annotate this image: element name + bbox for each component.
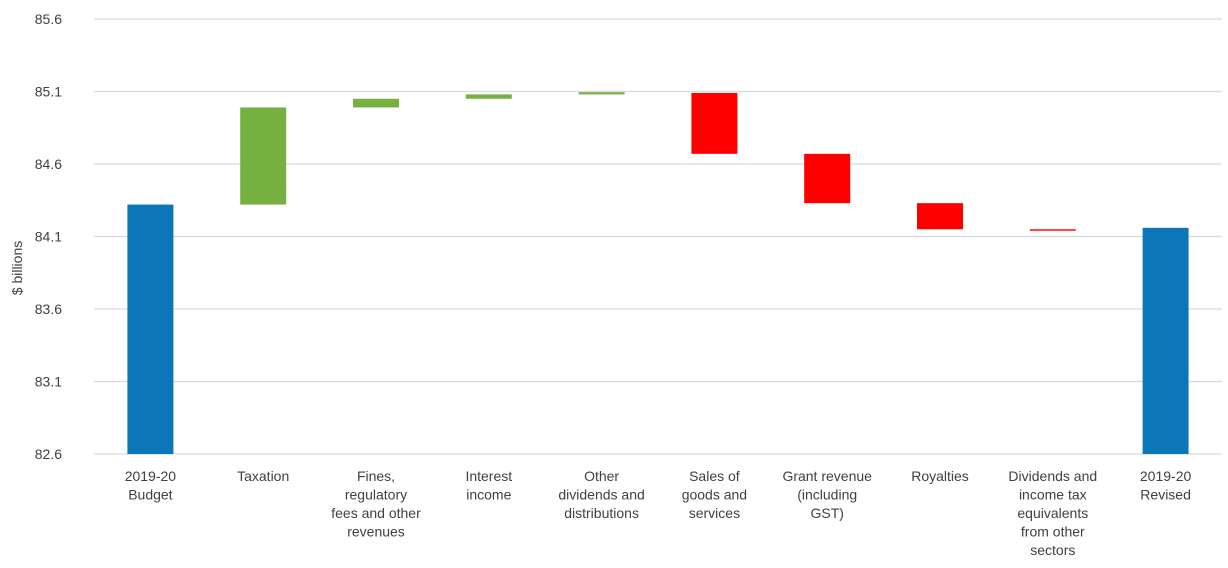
x-category-label-line: Sales of (689, 468, 740, 484)
bar-increase (240, 107, 287, 205)
x-category-label-line: 2019-20 (1140, 468, 1192, 484)
x-category-label-line: Taxation (237, 468, 289, 484)
y-tick-label: 85.1 (35, 84, 62, 100)
bar-total (1142, 227, 1189, 454)
x-category-label: Sales of goods and services (682, 468, 747, 521)
x-category-label-line: from other (1021, 524, 1085, 540)
x-category-label-line: income (466, 487, 511, 503)
x-category-label-line: 2019-20 (125, 468, 177, 484)
bar-increase (578, 92, 625, 95)
gridlines (94, 18, 1222, 455)
x-category-label-line: equivalents (1017, 505, 1088, 521)
x-category-label-line: fees and other (331, 505, 421, 521)
y-tick-label: 82.6 (35, 446, 62, 462)
y-tick-label: 84.1 (35, 229, 62, 245)
x-category-label-line: income tax (1019, 487, 1087, 503)
x-category-label-line: services (689, 505, 740, 521)
x-category-label-line: regulatory (345, 487, 407, 503)
y-axis-label: $ billions (9, 241, 25, 295)
bar-decrease (917, 203, 963, 230)
y-axis-ticks: 82.6 83.1 83.6 84.1 84.6 85.1 85.6 (35, 11, 62, 462)
x-category-label-line: sectors (1030, 542, 1075, 558)
x-category-label-line: Grant revenue (782, 468, 872, 484)
x-category-label-line: dividends and (558, 487, 644, 503)
x-category-label-line: (including (797, 487, 857, 503)
x-category-label-line: Revised (1140, 487, 1191, 503)
x-category-label: Royalties (911, 468, 969, 484)
x-category-label: 2019-20 Budget (125, 468, 177, 503)
bars (127, 92, 1189, 454)
y-tick-label: 85.6 (35, 11, 62, 27)
x-category-label-line: distributions (564, 505, 639, 521)
bar-decrease (691, 92, 738, 154)
bar-decrease (1029, 229, 1076, 231)
x-category-label: Other dividends and distributions (558, 468, 644, 521)
x-category-label-line: GST) (810, 505, 843, 521)
x-category-label-line: Budget (128, 487, 172, 503)
y-tick-label: 84.6 (35, 156, 62, 172)
x-category-label-line: Interest (465, 468, 512, 484)
x-category-label-line: Fines, (357, 468, 395, 484)
y-tick-label: 83.6 (35, 301, 62, 317)
x-category-label-line: Dividends and (1008, 468, 1097, 484)
x-category-label: Interest income (465, 468, 512, 503)
y-tick-label: 83.1 (35, 374, 62, 390)
x-category-label-line: Other (584, 468, 619, 484)
x-category-label-line: revenues (347, 524, 405, 540)
x-category-label-line: Royalties (911, 468, 969, 484)
bar-increase (353, 98, 399, 108)
x-category-label: Grant revenue (including GST) (782, 468, 872, 521)
x-category-label: Dividends and income tax equivalents from o… (1008, 468, 1097, 558)
bar-total (127, 204, 174, 454)
x-category-label: 2019-20 Revised (1140, 468, 1192, 503)
bar-decrease (804, 153, 851, 204)
x-axis-labels: 2019-20 Budget Taxation Fines, regulatory fee… (125, 468, 1192, 558)
x-category-label: Taxation (237, 468, 289, 484)
x-category-label: Fines, regulatory fees and other revenues (331, 468, 421, 540)
x-category-label-line: goods and (682, 487, 747, 503)
bar-increase (465, 94, 512, 99)
